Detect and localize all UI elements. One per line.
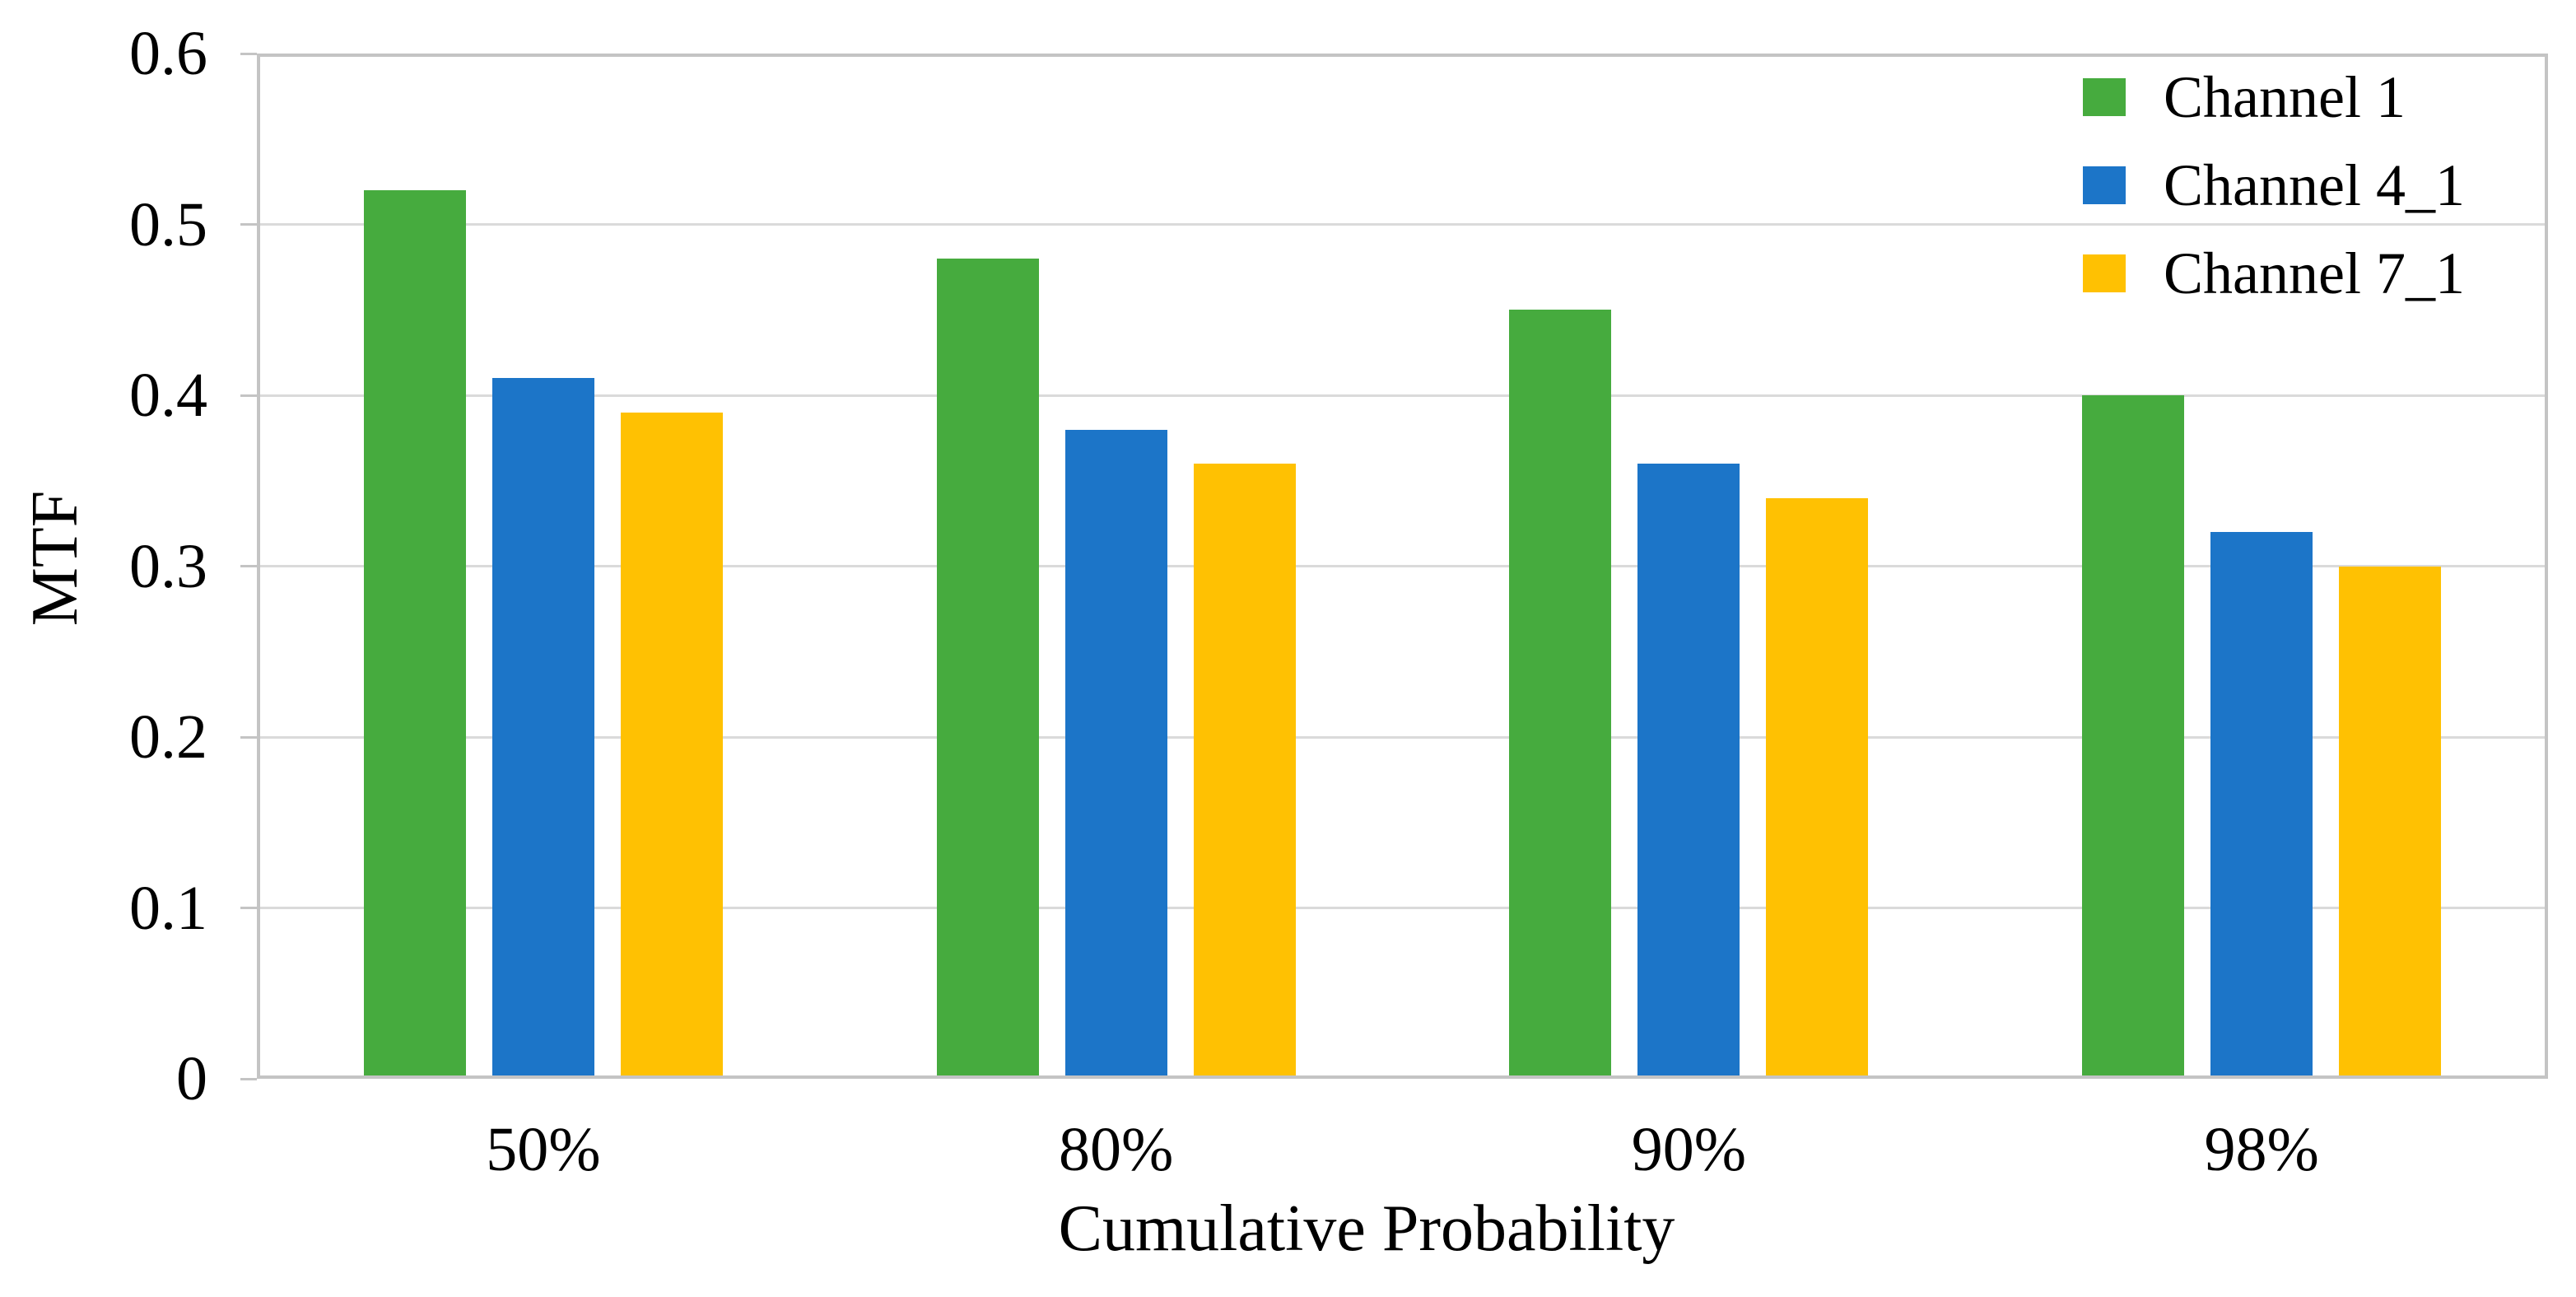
gridline bbox=[257, 907, 2548, 909]
y-tick-mark bbox=[240, 565, 257, 567]
bar-Channel 1-80% bbox=[936, 259, 1039, 1079]
bar-Channel 7_1-98% bbox=[2339, 566, 2442, 1079]
y-tick-mark bbox=[240, 735, 257, 739]
bar-Channel 1-90% bbox=[1509, 310, 1612, 1079]
x-tick-label: 80% bbox=[1058, 1115, 1174, 1184]
bar-Channel 7_1-80% bbox=[1193, 464, 1296, 1079]
y-tick-label: 0.4 bbox=[129, 361, 207, 430]
y-tick-mark bbox=[240, 1077, 257, 1080]
y-tick-label: 0 bbox=[176, 1044, 207, 1113]
bar-Channel 4_1-98% bbox=[2210, 532, 2313, 1079]
gridline bbox=[257, 394, 2548, 397]
y-tick-mark bbox=[240, 52, 257, 55]
plot-area bbox=[257, 54, 2548, 1079]
y-tick-mark bbox=[240, 223, 257, 226]
gridline bbox=[257, 735, 2548, 739]
x-tick-label: 98% bbox=[2204, 1115, 2319, 1184]
y-tick-label: 0.3 bbox=[129, 531, 207, 601]
bar-Channel 4_1-80% bbox=[1064, 429, 1167, 1079]
y-tick-label: 0.1 bbox=[129, 873, 207, 943]
y-tick-mark bbox=[240, 907, 257, 909]
bar-Channel 7_1-50% bbox=[620, 412, 723, 1079]
y-tick-label: 0.5 bbox=[129, 189, 207, 259]
bar-Channel 4_1-50% bbox=[491, 378, 594, 1079]
bar-Channel 4_1-90% bbox=[1637, 464, 1740, 1079]
gridline bbox=[257, 223, 2548, 226]
y-tick-label: 0.6 bbox=[129, 19, 207, 88]
x-axis-title: Cumulative Probability bbox=[1058, 1192, 1675, 1265]
x-tick-label: 90% bbox=[1631, 1115, 1747, 1184]
x-tick-label: 50% bbox=[486, 1115, 601, 1184]
bar-Channel 1-98% bbox=[2082, 395, 2185, 1079]
y-tick-label: 0.2 bbox=[129, 702, 207, 772]
bar-Channel 1-50% bbox=[363, 190, 466, 1079]
y-tick-mark bbox=[240, 394, 257, 397]
bar-Channel 7_1-90% bbox=[1766, 497, 1869, 1079]
gridline bbox=[257, 565, 2548, 567]
